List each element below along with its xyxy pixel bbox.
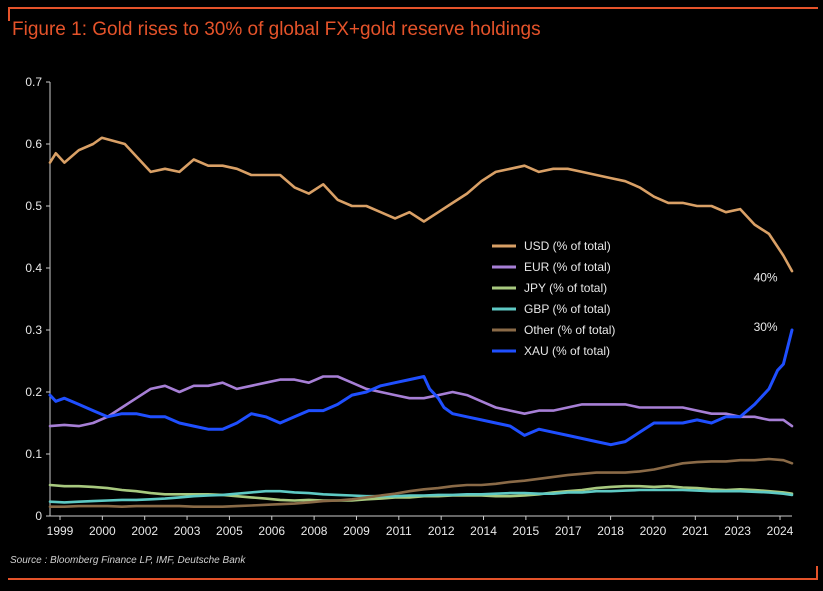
x-tick-label: 2000 [89, 524, 116, 538]
legend-label-xau: XAU (% of total) [524, 344, 610, 358]
x-tick-label: 2021 [682, 524, 709, 538]
legend-label-eur: EUR (% of total) [524, 260, 611, 274]
y-tick-label: 0 [35, 509, 42, 523]
y-tick-label: 0.2 [25, 385, 42, 399]
series-line-xau [48, 328, 794, 447]
x-tick-label: 2009 [343, 524, 370, 538]
x-tick-label: 2011 [386, 524, 412, 538]
y-tick-label: 0.3 [25, 323, 42, 337]
x-tick-label: 1999 [47, 524, 74, 538]
annotations: 40% 30% [754, 270, 778, 334]
x-tick-label: 2024 [767, 524, 794, 538]
x-tick-label: 2012 [428, 524, 455, 538]
x-tick-label: 2006 [258, 524, 285, 538]
legend-label-gbp: GBP (% of total) [524, 302, 610, 316]
chart-title: Figure 1: Gold rises to 30% of global FX… [12, 19, 541, 40]
chart-axes: 0 0.1 0.2 0.3 0.4 0.5 0.6 0.7 1999 2000 2002 2003 20… [25, 75, 793, 538]
annotation-label: 30% [754, 320, 778, 334]
x-tick-label: 2017 [555, 524, 582, 538]
footer-rule-end [816, 566, 818, 580]
legend-label-other: Other (% of total) [524, 323, 615, 337]
y-tick-label: 0.7 [25, 75, 42, 89]
x-tick-label: 2020 [640, 524, 667, 538]
x-tick-label: 2003 [174, 524, 201, 538]
legend: USD (% of total) EUR (% of total) JPY (% o… [492, 239, 615, 358]
source-note: Source : Bloomberg Finance LP, IMF, Deut… [10, 555, 246, 566]
series-line-eur [48, 375, 794, 428]
y-tick-label: 0.5 [25, 199, 42, 213]
legend-label-jpy: JPY (% of total) [524, 281, 607, 295]
x-tick-label: 2014 [470, 524, 497, 538]
series-line-other [48, 457, 794, 508]
x-tick-label: 2008 [301, 524, 328, 538]
series-line-usd [48, 136, 794, 273]
legend-label-usd: USD (% of total) [524, 239, 611, 253]
x-tick-label: 2015 [513, 524, 540, 538]
title-rule-end [8, 7, 10, 21]
series-line-gbp [48, 488, 794, 504]
x-tick-label: 2002 [131, 524, 158, 538]
x-tick-label: 2005 [216, 524, 243, 538]
y-tick-label: 0.4 [25, 261, 42, 275]
y-tick-label: 0.1 [25, 447, 42, 461]
y-tick-label: 0.6 [25, 137, 42, 151]
footer-rule [8, 578, 818, 580]
series-lines [48, 136, 794, 508]
x-tick-label: 2023 [724, 524, 751, 538]
title-rule [8, 7, 818, 9]
x-tick-label: 2018 [597, 524, 624, 538]
annotation-label: 40% [754, 270, 778, 284]
